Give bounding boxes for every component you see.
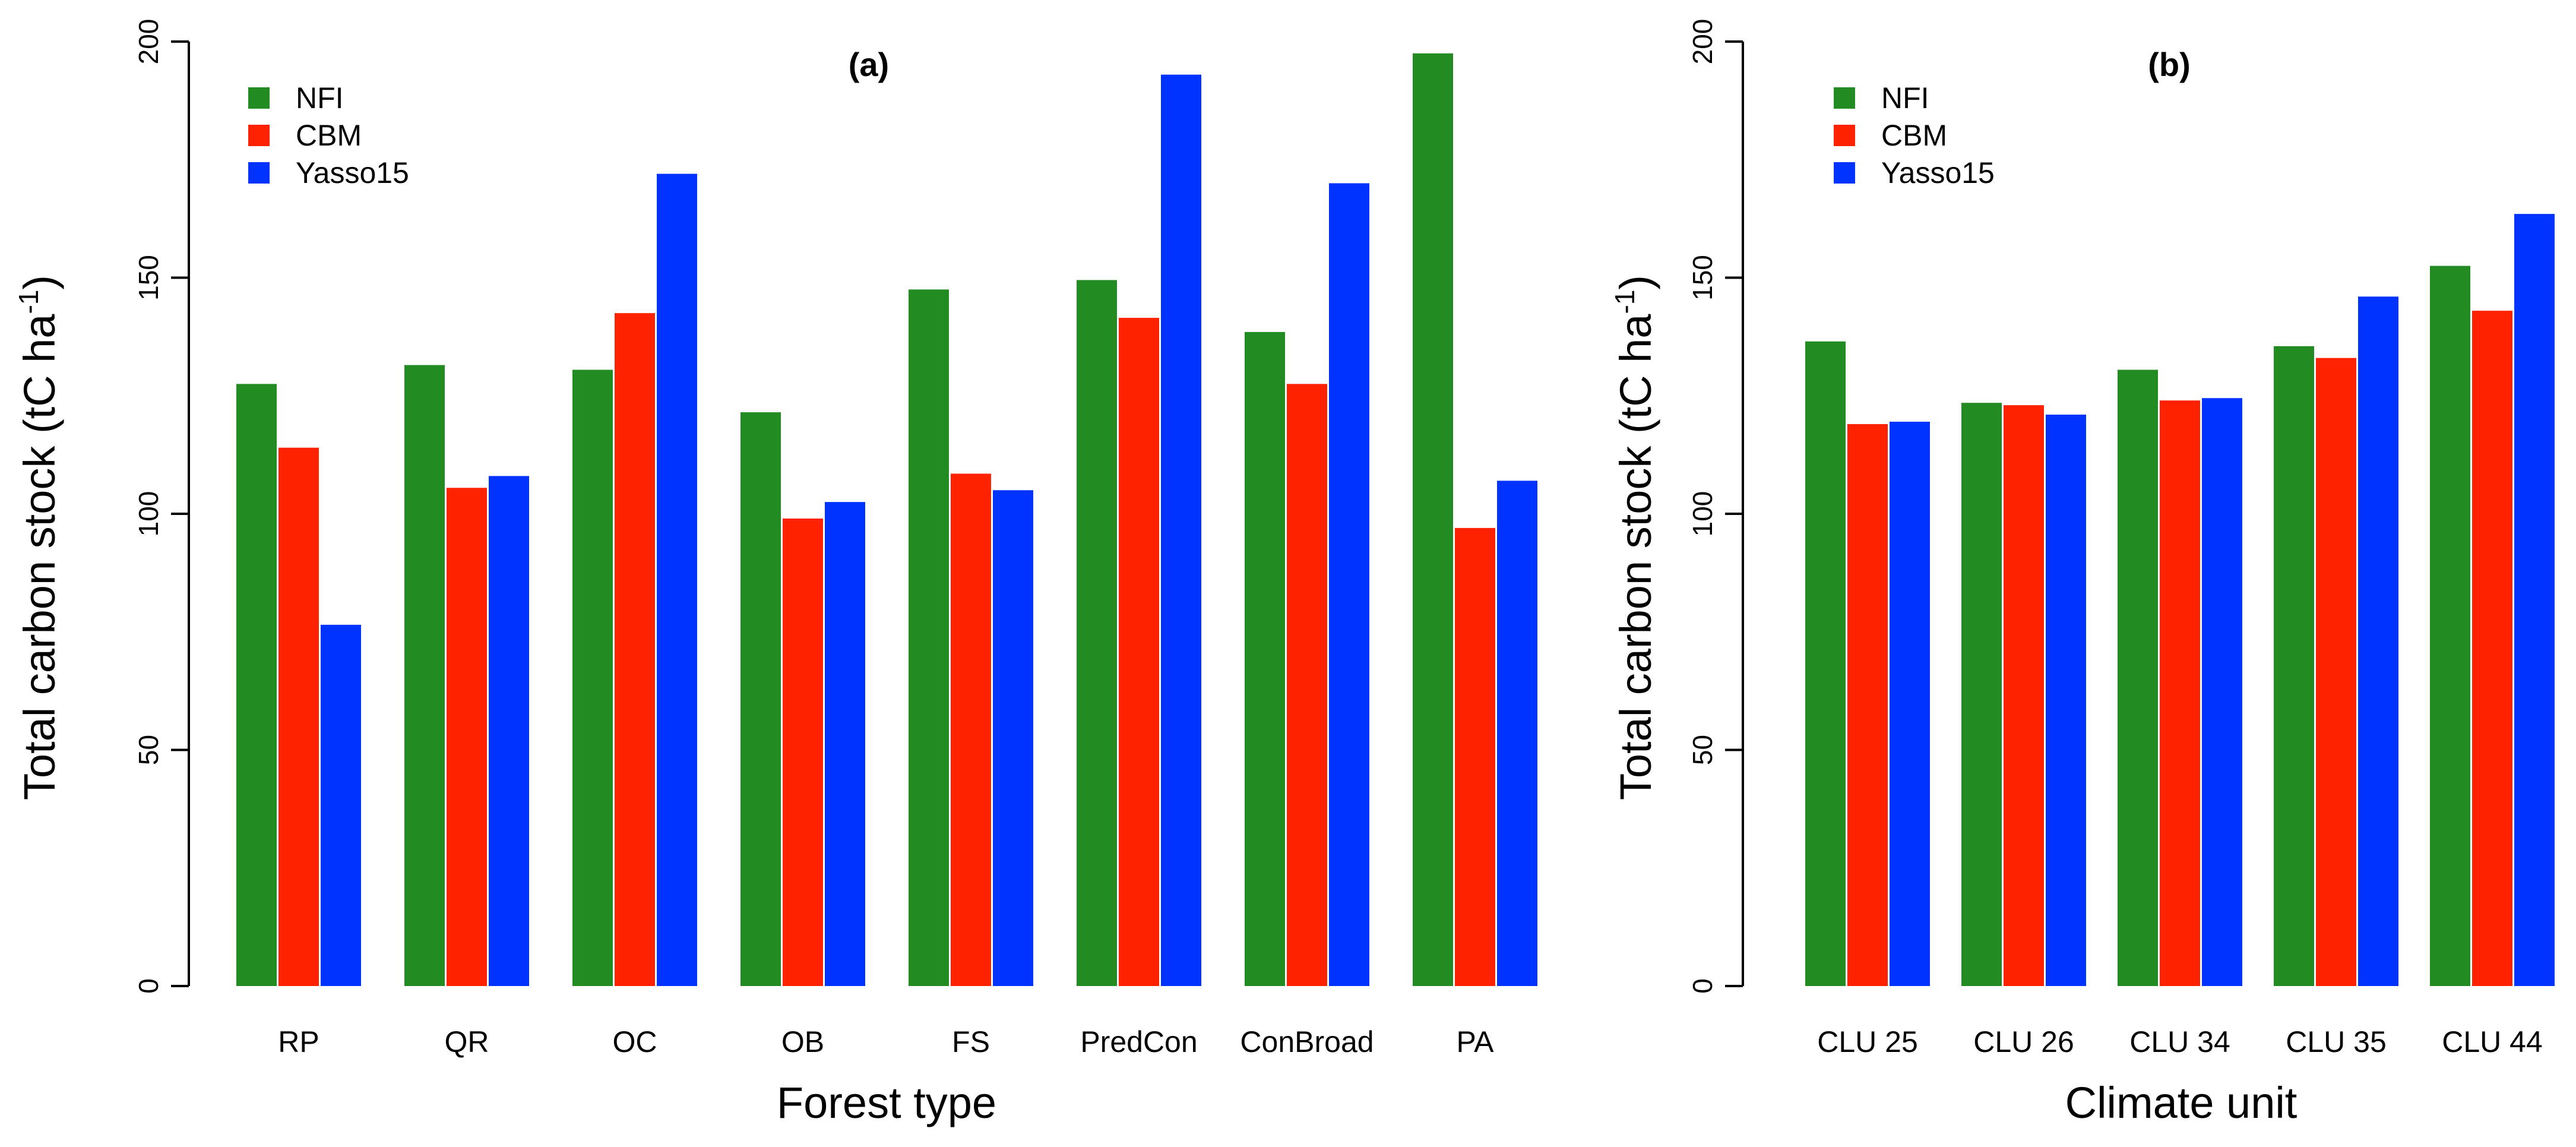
bar-cbm-oc <box>615 313 655 986</box>
chart-panel-b: 0 50 100 150 200 Total carbon stock (tC ha-1)… <box>1609 19 2555 1127</box>
legend-label-nfi: NFI <box>296 81 344 115</box>
bar-yasso15-clu-35 <box>2358 296 2398 986</box>
x-category-label: OC <box>613 1025 657 1058</box>
legend-swatch-yasso15 <box>248 162 270 184</box>
y-tick-label: 150 <box>1687 255 1718 301</box>
x-axis-title: Forest type <box>777 1078 996 1127</box>
bar-cbm-clu-25 <box>1847 424 1888 986</box>
bar-yasso15-rp <box>321 624 361 986</box>
chart-panel-a: 0 50 100 150 200 Total carbon stock (tC ha-1)… <box>13 19 1537 1127</box>
bar-yasso15-clu-34 <box>2202 398 2242 986</box>
bar-nfi-pa <box>1413 53 1453 986</box>
bar-cbm-pa <box>1455 527 1495 986</box>
y-tick-label: 50 <box>133 735 164 765</box>
bar-nfi-clu-44 <box>2430 266 2470 986</box>
x-category-label: CLU 35 <box>2286 1025 2387 1058</box>
legend-swatch-cbm <box>1834 125 1855 146</box>
bar-yasso15-fs <box>993 490 1033 986</box>
x-category-label: ConBroad <box>1240 1025 1374 1058</box>
bar-nfi-clu-34 <box>2118 369 2158 986</box>
bar-cbm-predcon <box>1119 318 1159 987</box>
x-category-label: CLU 44 <box>2442 1025 2543 1058</box>
legend-label-yasso15: Yasso15 <box>296 156 409 189</box>
y-axis-title-sup: -1 <box>13 290 44 314</box>
y-tick-label: 100 <box>133 491 164 537</box>
x-category-label: PredCon <box>1080 1025 1197 1058</box>
y-axis-title-main: Total carbon stock (tC ha <box>1611 314 1660 800</box>
bar-cbm-rp <box>279 447 319 986</box>
legend-swatch-cbm <box>248 125 270 146</box>
bar-nfi-qr <box>404 365 445 987</box>
bar-yasso15-predcon <box>1161 74 1201 986</box>
x-category-label: FS <box>952 1025 990 1058</box>
legend-label-nfi: NFI <box>1881 81 1929 115</box>
panel-title: (a) <box>849 46 889 83</box>
bar-cbm-qr <box>447 488 487 986</box>
bar-nfi-rp <box>236 384 277 986</box>
x-category-label: OB <box>781 1025 824 1058</box>
panel-title: (b) <box>2148 46 2191 83</box>
legend-swatch-nfi <box>248 87 270 109</box>
y-tick-label: 200 <box>133 19 164 65</box>
x-axis-title: Climate unit <box>2065 1078 2297 1127</box>
bar-yasso15-pa <box>1497 481 1537 986</box>
x-category-label: CLU 34 <box>2129 1025 2230 1058</box>
legend-label-yasso15: Yasso15 <box>1881 156 1995 189</box>
bar-yasso15-conbroad <box>1329 183 1369 986</box>
legend-label-cbm: CBM <box>296 119 362 152</box>
y-tick-label: 0 <box>133 978 164 994</box>
bar-nfi-clu-25 <box>1805 341 1846 987</box>
x-category-label: QR <box>445 1025 489 1058</box>
bar-yasso15-clu-44 <box>2514 214 2555 986</box>
y-tick-label: 150 <box>133 255 164 301</box>
y-tick-label: 50 <box>1687 735 1718 765</box>
bar-nfi-predcon <box>1077 280 1117 987</box>
bar-cbm-ob <box>783 518 823 986</box>
y-axis-title: Total carbon stock (tC ha-1) <box>1609 275 1660 800</box>
y-tick-label: 0 <box>1687 978 1718 994</box>
x-category-label: RP <box>278 1025 319 1058</box>
bar-cbm-clu-35 <box>2316 358 2356 986</box>
bar-nfi-clu-26 <box>1961 403 2002 986</box>
y-axis-title-close: ) <box>1611 275 1660 290</box>
bar-nfi-clu-35 <box>2274 346 2314 986</box>
bar-yasso15-clu-26 <box>2046 415 2086 986</box>
bar-cbm-clu-26 <box>2004 405 2044 986</box>
bar-cbm-clu-44 <box>2472 311 2512 986</box>
x-category-label: CLU 26 <box>1973 1025 2074 1058</box>
legend-swatch-yasso15 <box>1834 162 1855 184</box>
legend-swatch-nfi <box>1834 87 1855 109</box>
bar-yasso15-ob <box>825 502 865 986</box>
legend-label-cbm: CBM <box>1881 119 1947 152</box>
bar-cbm-clu-34 <box>2160 400 2200 986</box>
bar-yasso15-qr <box>489 476 529 986</box>
bar-nfi-oc <box>572 369 613 986</box>
y-axis-title-main: Total carbon stock (tC ha <box>15 314 64 800</box>
bar-yasso15-oc <box>657 173 697 987</box>
y-axis-title-close: ) <box>15 275 64 290</box>
y-axis-title-sup: -1 <box>1609 290 1640 314</box>
y-tick-label: 100 <box>1687 491 1718 537</box>
x-category-label: CLU 25 <box>1817 1025 1918 1058</box>
bar-nfi-conbroad <box>1245 331 1285 986</box>
x-category-label: PA <box>1457 1025 1495 1058</box>
bar-nfi-fs <box>909 289 949 986</box>
bar-cbm-fs <box>951 473 991 986</box>
bar-nfi-ob <box>740 412 781 986</box>
y-tick-label: 200 <box>1687 19 1718 65</box>
y-axis-title: Total carbon stock (tC ha-1) <box>13 275 64 800</box>
bar-yasso15-clu-25 <box>1890 421 1930 986</box>
bar-cbm-conbroad <box>1287 384 1327 986</box>
